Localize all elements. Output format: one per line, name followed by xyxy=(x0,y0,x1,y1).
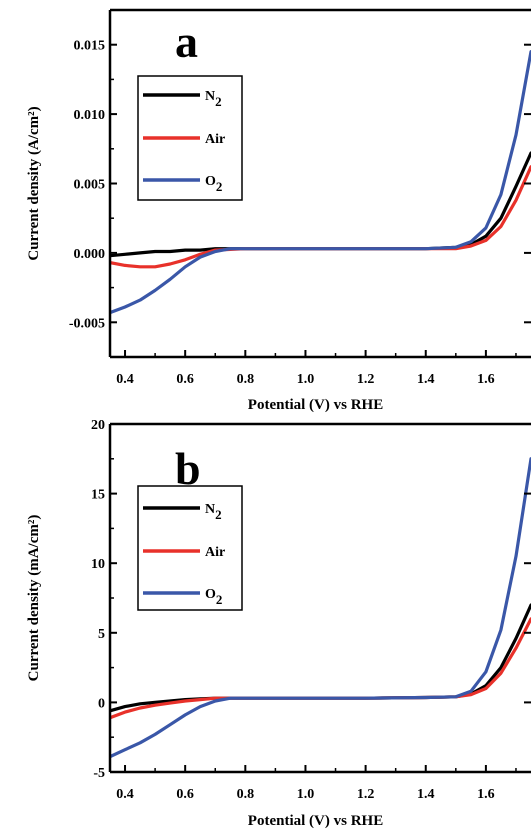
legend-entry-label: Air xyxy=(205,545,225,560)
legend-entry-subscript: 2 xyxy=(216,179,223,194)
y-tick-label: 0.005 xyxy=(74,178,106,193)
x-tick-label: 0.8 xyxy=(237,787,255,802)
x-tick-label: 0.8 xyxy=(237,372,255,387)
x-tick-label: 0.4 xyxy=(116,372,134,387)
x-tick-label: 1.4 xyxy=(417,372,435,387)
legend-entry-subscript: 2 xyxy=(215,507,222,522)
y-tick-label: 15 xyxy=(91,488,105,503)
series-line-air xyxy=(110,617,531,720)
legend-entry-subscript: 2 xyxy=(215,94,222,109)
y-tick-label: -0.005 xyxy=(69,316,105,331)
series-line-o2 xyxy=(110,49,531,315)
x-axis-label: Potential (V) vs RHE xyxy=(248,397,383,413)
x-tick-label: 1.0 xyxy=(297,787,315,802)
y-tick-label: -5 xyxy=(93,766,105,781)
panel-letter: a xyxy=(175,16,198,67)
x-tick-label: 0.6 xyxy=(176,372,194,387)
y-tick-label: 5 xyxy=(98,627,105,642)
chart-panel-b: 0.4 0.6 0.8 1.0 1.2 1.4 1.6 -5 0 5 10 15 20 Potential… xyxy=(26,418,531,829)
y-tick-label: 20 xyxy=(91,418,105,433)
x-tick-label: 1.0 xyxy=(297,372,315,387)
x-tick-label: 0.6 xyxy=(176,787,194,802)
series-group xyxy=(110,49,531,315)
y-tick-label: 0.015 xyxy=(74,39,106,54)
x-tick-label: 1.4 xyxy=(417,787,435,802)
y-axis-label: Current density (mA/cm²) xyxy=(26,515,42,682)
x-tick-label: 1.2 xyxy=(357,372,375,387)
y-tick-label: 0.000 xyxy=(74,247,106,262)
series-line-o2 xyxy=(110,457,531,759)
chart-panel-a: 0.4 0.6 0.8 1.0 1.2 1.4 1.6 -0.005 0.000 0.005 0.0… xyxy=(26,8,531,413)
x-tick-label: 1.6 xyxy=(477,372,495,387)
y-tick-label: 0 xyxy=(98,696,105,711)
x-axis-label: Potential (V) vs RHE xyxy=(248,813,383,829)
x-tick-label: 1.6 xyxy=(477,787,495,802)
legend-entry-label: Air xyxy=(205,132,225,147)
x-tick-label: 0.4 xyxy=(116,787,134,802)
series-group xyxy=(110,457,531,759)
y-tick-label: 10 xyxy=(91,557,105,572)
x-tick-label: 1.2 xyxy=(357,787,375,802)
y-axis-label: Current density (A/cm²) xyxy=(26,106,42,260)
y-tick-label: 0.010 xyxy=(74,108,106,123)
legend-entry-subscript: 2 xyxy=(216,592,223,607)
